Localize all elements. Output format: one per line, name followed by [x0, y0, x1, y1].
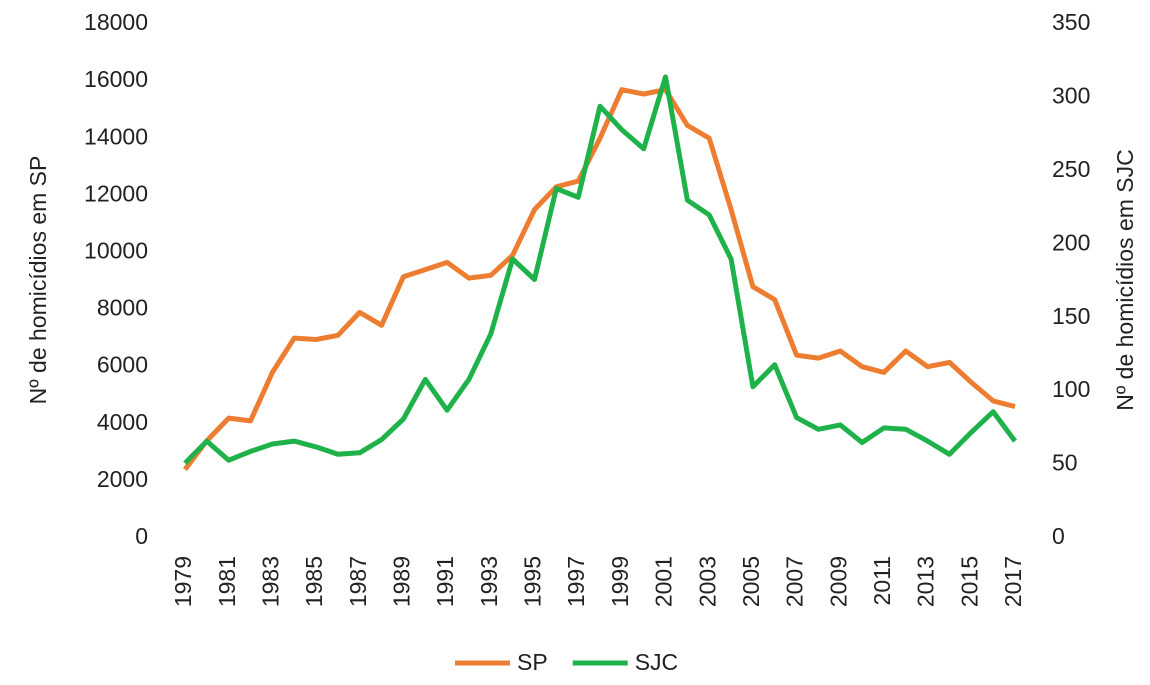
y-tick-label: 8000: [97, 295, 148, 321]
x-tick-label: 1991: [432, 556, 458, 607]
y-tick-label: 10000: [84, 238, 148, 264]
y-tick-label: 18000: [84, 9, 148, 35]
x-tick-label: 2003: [694, 556, 720, 607]
x-tick-label: 1997: [563, 556, 589, 607]
x-tick-label: 2007: [782, 556, 808, 607]
x-tick-label: 2013: [913, 556, 939, 607]
y-axis-title: Nº de homicídios em SP: [25, 156, 51, 405]
x-tick-label: 2015: [956, 556, 982, 607]
x-tick-label: 2011: [869, 556, 895, 605]
x-tick-label: 2001: [651, 556, 677, 607]
x-tick-label: 2009: [825, 556, 851, 607]
x-tick-label: 1993: [476, 556, 502, 607]
y-tick-label: 14000: [84, 123, 148, 149]
x-tick-label: 2005: [738, 556, 764, 607]
y-tick-label: 12000: [84, 180, 148, 206]
x-tick-label: 1989: [388, 556, 414, 607]
y2-tick-label: 300: [1052, 83, 1090, 109]
y2-tick-label: 250: [1052, 156, 1090, 182]
y-tick-label: 16000: [84, 66, 148, 92]
y2-tick-label: 0: [1052, 523, 1065, 549]
x-tick-label: 1983: [257, 556, 283, 607]
y2-tick-label: 350: [1052, 9, 1090, 35]
legend-label: SJC: [635, 649, 678, 675]
x-tick-label: 1985: [301, 556, 327, 607]
y-tick-label: 4000: [97, 409, 148, 435]
series-line: [183, 74, 1018, 465]
y-tick-label: 2000: [97, 466, 148, 492]
x-tick-label: 1979: [170, 556, 196, 607]
x-tick-label: 1995: [520, 556, 546, 607]
y-tick-label: 6000: [97, 352, 148, 378]
y2-axis-title: Nº de homicídios em SJC: [1112, 149, 1138, 411]
series-line: [183, 87, 1016, 472]
y2-tick-label: 200: [1052, 229, 1090, 255]
y-tick-label: 0: [135, 523, 148, 549]
y2-tick-label: 50: [1052, 450, 1078, 476]
x-tick-label: 1981: [214, 556, 240, 607]
y2-tick-label: 150: [1052, 303, 1090, 329]
legend-label: SP: [517, 649, 548, 675]
x-tick-label: 1987: [345, 556, 371, 607]
y2-tick-label: 100: [1052, 376, 1090, 402]
x-tick-label: 1999: [607, 556, 633, 607]
x-tick-label: 2017: [1000, 556, 1026, 607]
